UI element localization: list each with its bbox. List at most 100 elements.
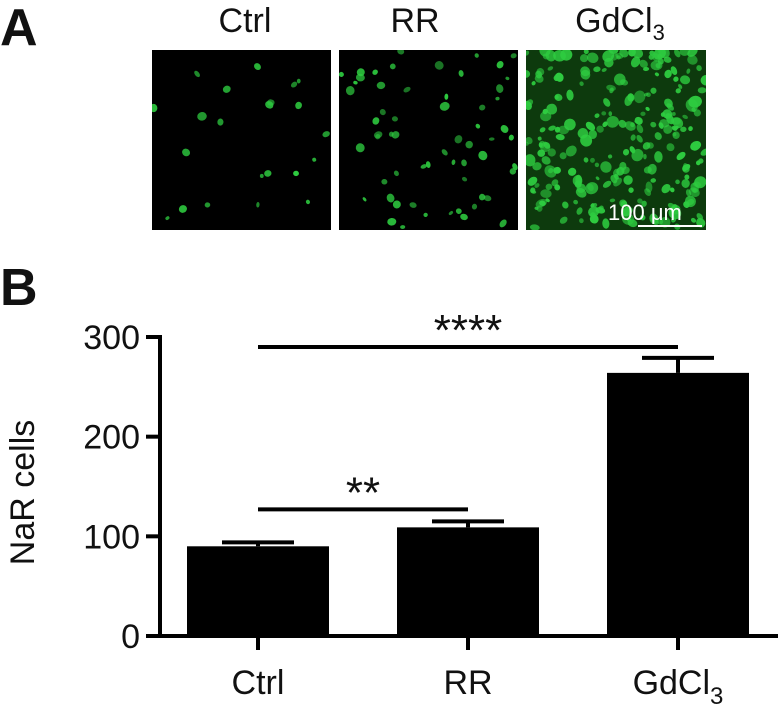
cell	[693, 109, 701, 117]
cell	[573, 199, 579, 205]
cell	[461, 176, 468, 182]
y-tick-label: 0	[121, 618, 140, 656]
cell	[600, 161, 612, 173]
cell	[671, 125, 678, 131]
cell	[686, 68, 691, 74]
cell	[679, 50, 691, 56]
cell	[700, 75, 706, 86]
cell	[483, 195, 492, 202]
cell	[602, 218, 610, 229]
cell	[644, 188, 652, 196]
cell	[654, 132, 662, 140]
cell	[256, 202, 260, 208]
cell	[579, 218, 584, 224]
cell	[594, 113, 600, 118]
cell	[601, 68, 607, 72]
bar-gdcl3	[607, 372, 749, 636]
cell	[696, 213, 704, 221]
cell	[595, 176, 600, 181]
cell	[559, 152, 567, 160]
cell	[672, 204, 678, 210]
cell	[585, 182, 599, 195]
cell	[439, 101, 450, 111]
cell	[619, 79, 629, 86]
cell	[672, 131, 680, 139]
y-tick-label: 200	[83, 419, 140, 457]
cell	[259, 173, 264, 178]
cell	[679, 75, 691, 85]
cell	[478, 193, 486, 201]
cell	[621, 166, 630, 175]
cell	[593, 66, 601, 73]
cell	[312, 157, 317, 162]
cell	[293, 170, 299, 177]
cell	[594, 162, 600, 168]
panel-a-letter: A	[0, 0, 38, 57]
micrograph-gdcl3: 100 μm	[526, 50, 706, 230]
cell	[683, 201, 690, 208]
cell	[475, 123, 481, 129]
cell	[391, 131, 400, 139]
cell	[204, 202, 211, 208]
cell	[583, 157, 589, 163]
cell	[691, 143, 699, 151]
cell	[626, 217, 632, 222]
cell	[572, 175, 583, 186]
cell	[628, 187, 634, 193]
cell	[673, 76, 679, 82]
cell	[222, 85, 231, 93]
cell	[479, 104, 486, 111]
cell	[630, 134, 636, 141]
cell	[355, 73, 365, 82]
cell	[362, 197, 367, 202]
cell	[687, 50, 698, 57]
cell	[539, 142, 551, 152]
cell	[649, 50, 655, 56]
cell	[613, 177, 623, 187]
bar-ctrl	[187, 546, 329, 636]
cell	[668, 206, 682, 220]
cell	[554, 184, 561, 191]
cell	[296, 78, 301, 84]
cell	[496, 61, 504, 69]
cell	[579, 81, 584, 86]
cell	[152, 103, 158, 113]
cell	[630, 122, 635, 128]
cell	[678, 84, 683, 89]
cell	[618, 119, 627, 128]
x-tick-label: GdCl3	[633, 664, 724, 710]
panel-b-letter: B	[0, 259, 38, 317]
cell	[508, 134, 514, 141]
cell	[676, 151, 686, 161]
cell	[630, 56, 641, 68]
cell	[602, 121, 608, 128]
cell	[633, 90, 646, 104]
cell	[675, 88, 681, 94]
cell	[650, 178, 657, 183]
cell	[454, 135, 463, 144]
cell	[372, 69, 378, 75]
cell	[681, 179, 690, 188]
cell	[536, 68, 545, 76]
cell	[391, 116, 398, 122]
cell	[634, 120, 639, 124]
cell	[451, 159, 456, 166]
cell	[666, 143, 675, 152]
cell	[553, 50, 566, 62]
cell	[651, 216, 659, 226]
x-tick-label: Ctrl	[232, 664, 285, 702]
scale-bar	[638, 225, 702, 227]
cell	[690, 217, 697, 223]
cell	[669, 187, 675, 193]
cell	[448, 211, 454, 215]
image-title-ctrl: Ctrl	[218, 2, 272, 40]
cell	[526, 154, 536, 167]
cell	[555, 133, 565, 141]
cell	[646, 142, 654, 149]
cell	[526, 136, 533, 145]
cell	[548, 168, 554, 174]
cell	[458, 70, 464, 77]
cell	[579, 54, 589, 63]
cell	[680, 126, 687, 133]
cell	[355, 143, 365, 153]
